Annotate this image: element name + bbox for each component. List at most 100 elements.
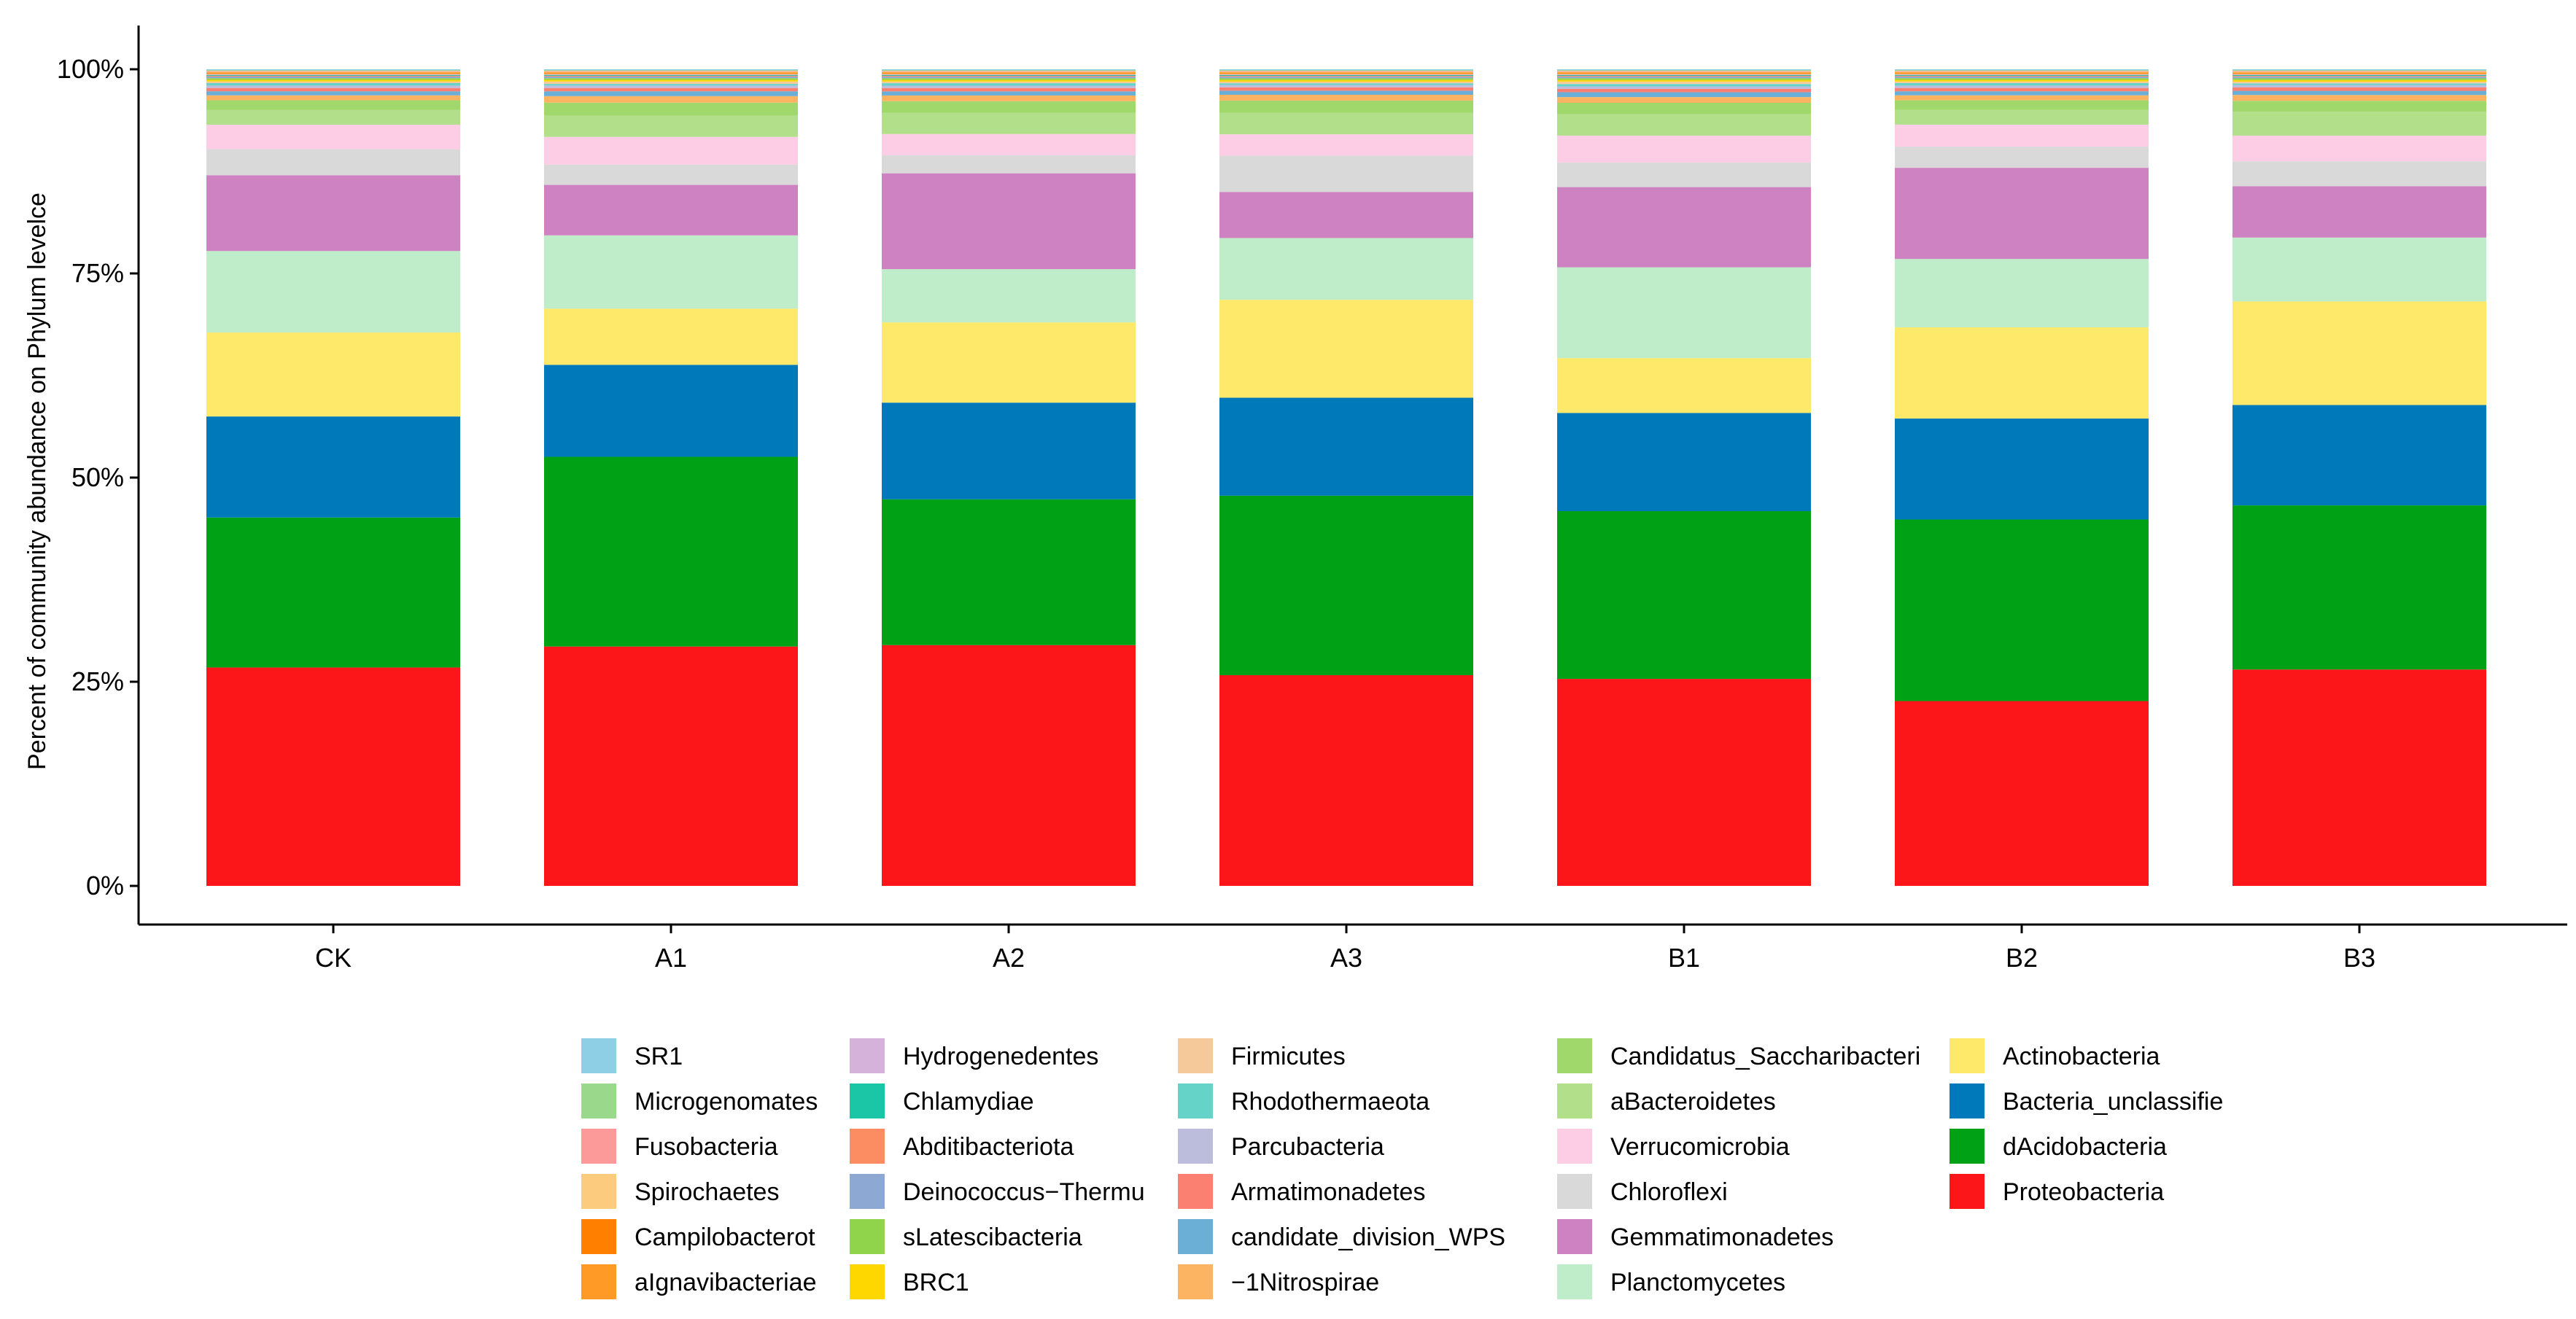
bars-layer: [206, 69, 2486, 886]
legend-label: Spirochaetes: [635, 1178, 779, 1206]
legend-item-candidate-division-wps: candidate_division_WPS: [1178, 1219, 1505, 1254]
bar-segment-a2-rhodothermaeota: [882, 83, 1136, 86]
legend-label: aBacteroidetes: [1610, 1088, 1776, 1116]
x-tick-label-a1: A1: [655, 943, 687, 973]
bar-segment-b1-campilobacterot: [1557, 72, 1811, 74]
bar-segment-a2-abditibacteriota: [882, 75, 1136, 77]
legend-label: Planctomycetes: [1610, 1269, 1785, 1296]
bar-segment-a1-gemmatimonadetes: [544, 184, 798, 236]
legend-label: Gemmatimonadetes: [1610, 1223, 1834, 1251]
legend-label: candidate_division_WPS: [1231, 1223, 1505, 1251]
bar-segment-b3-hydrogenedentes: [2232, 74, 2486, 75]
y-tick-label: 100%: [57, 54, 124, 84]
bar-segment-ck-1nitrospirae: [206, 95, 460, 101]
bar-segment-b2-spirochaetes: [1895, 71, 2149, 73]
bar-segment-b3-parcubacteria: [2232, 85, 2486, 88]
bar-segment-a3-slatescibacteria: [1219, 78, 1473, 80]
bar-segment-b1-verrucomicrobia: [1557, 135, 1811, 163]
bar-segment-b2-bacteria-unclassifie: [1895, 419, 2149, 520]
bar-segment-a3-abacteroidetes: [1219, 112, 1473, 135]
bar-segment-a2-proteobacteria: [882, 645, 1136, 886]
bar-segment-b2-gemmatimonadetes: [1895, 168, 2149, 260]
legend-swatch: [1557, 1174, 1592, 1209]
bar-segment-ck-rhodothermaeota: [206, 83, 460, 86]
bar-segment-b2-firmicutes: [1895, 81, 2149, 83]
legend-swatch: [581, 1038, 616, 1073]
bar-segment-b3-abacteroidetes: [2232, 111, 2486, 136]
bar-segment-b2-candidate-division-wps: [1895, 91, 2149, 96]
bar-segment-a1-slatescibacteria: [544, 78, 798, 80]
legend-label: Parcubacteria: [1231, 1133, 1384, 1161]
legend-label: dAcidobacteria: [2003, 1133, 2167, 1161]
bar-segment-a1-armatimonadetes: [544, 87, 798, 92]
y-tick-label: 25%: [71, 666, 124, 696]
bar-segment-a2-verrucomicrobia: [882, 133, 1136, 155]
bar-segment-a1-sr1: [544, 69, 798, 71]
legend-swatch: [850, 1129, 885, 1164]
legend-item-bacteria-unclassifie: Bacteria_unclassifie: [1950, 1083, 2223, 1118]
bar-segment-a2-candidatus-saccharibacteri: [882, 101, 1136, 113]
legend-swatch: [1178, 1174, 1213, 1209]
bar-segment-ck-sr1: [206, 69, 460, 71]
bar-segment-a1-planctomycetes: [544, 235, 798, 309]
legend-item-dacidobacteria: dAcidobacteria: [1950, 1129, 2167, 1164]
legend-swatch: [1557, 1129, 1592, 1164]
bar-segment-b1-chloroflexi: [1557, 162, 1811, 187]
legend-item-gemmatimonadetes: Gemmatimonadetes: [1557, 1219, 1834, 1254]
bar-segment-ck-verrucomicrobia: [206, 125, 460, 149]
bar-segment-a1-verrucomicrobia: [544, 136, 798, 165]
bar-segment-a3-brc1: [1219, 79, 1473, 82]
bar-segment-b3-bacteria-unclassifie: [2232, 405, 2486, 506]
bar-segment-ck-armatimonadetes: [206, 87, 460, 92]
legend-item-campilobacterot: Campilobacterot: [581, 1219, 815, 1254]
bar-segment-a1-1nitrospirae: [544, 96, 798, 103]
bar-segment-ck-campilobacterot: [206, 72, 460, 74]
bar-segment-a2-abacteroidetes: [882, 112, 1136, 134]
bar-segment-a2-firmicutes: [882, 81, 1136, 84]
legend-label: Rhodothermaeota: [1231, 1088, 1429, 1116]
bar-segment-ck-chlamydiae: [206, 74, 460, 76]
bar-segment-a1-abacteroidetes: [544, 115, 798, 137]
bar-segment-b1-actinobacteria: [1557, 358, 1811, 413]
bar-segment-b1-planctomycetes: [1557, 267, 1811, 359]
legend-item-parcubacteria: Parcubacteria: [1178, 1129, 1384, 1164]
bar-segment-a2-armatimonadetes: [882, 87, 1136, 92]
legend-item-actinobacteria: Actinobacteria: [1950, 1038, 2160, 1073]
bar-segment-b2-campilobacterot: [1895, 72, 2149, 74]
bar-segment-b2-planctomycetes: [1895, 259, 2149, 327]
bar-segment-b1-deinococcus-thermu: [1557, 77, 1811, 79]
bar-segment-a3-candidatus-saccharibacteri: [1219, 100, 1473, 113]
bar-segment-a1-bacteria-unclassifie: [544, 365, 798, 457]
bar-segment-b2-verrucomicrobia: [1895, 124, 2149, 147]
bar-segment-b3-candidate-division-wps: [2232, 90, 2486, 96]
bar-segment-a3-sr1: [1219, 69, 1473, 71]
bar-segment-a3-chlamydiae: [1219, 74, 1473, 77]
bar-segment-b2-chlamydiae: [1895, 74, 2149, 76]
bar-segment-a2-brc1: [882, 79, 1136, 82]
bar-segment-b1-bacteria-unclassifie: [1557, 413, 1811, 512]
legend-label: Deinococcus−Thermu: [903, 1178, 1145, 1206]
bar-segment-b3-gemmatimonadetes: [2232, 186, 2486, 238]
legend-item-brc1: BRC1: [850, 1264, 969, 1299]
bar-segment-ck-bacteria-unclassifie: [206, 416, 460, 518]
legend-label: Actinobacteria: [2003, 1043, 2160, 1070]
x-tick-label-a3: A3: [1330, 943, 1362, 973]
legend-item-spirochaetes: Spirochaetes: [581, 1174, 779, 1209]
legend-swatch: [1178, 1219, 1213, 1254]
legend-item-firmicutes: Firmicutes: [1178, 1038, 1346, 1073]
y-tick-label: 50%: [71, 462, 124, 492]
bar-segment-a1-hydrogenedentes: [544, 74, 798, 75]
bar-segment-b3-chlamydiae: [2232, 74, 2486, 77]
bar-segment-b3-deinococcus-thermu: [2232, 77, 2486, 79]
bar-segment-a1-proteobacteria: [544, 646, 798, 886]
legend-label: −1Nitrospirae: [1231, 1269, 1379, 1296]
bar-segment-ck-abacteroidetes: [206, 109, 460, 125]
legend-swatch: [1950, 1174, 1985, 1209]
bar-segment-a2-hydrogenedentes: [882, 74, 1136, 75]
bar-segment-b3-candidatus-saccharibacteri: [2232, 101, 2486, 112]
bar-segment-b1-firmicutes: [1557, 81, 1811, 85]
bar-segment-b1-rhodothermaeota: [1557, 84, 1811, 87]
bar-segment-a3-armatimonadetes: [1219, 87, 1473, 91]
bar-segment-b1-sr1: [1557, 69, 1811, 71]
